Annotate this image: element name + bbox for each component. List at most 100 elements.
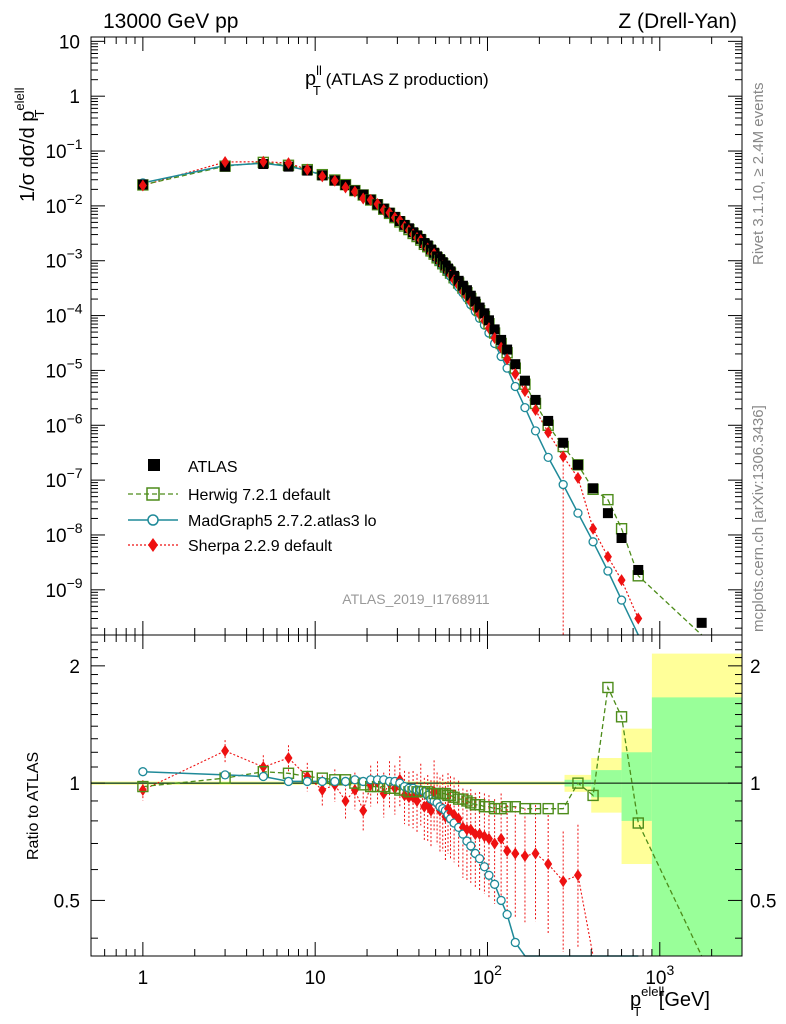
main-y-tick-base: 10 (45, 416, 66, 437)
plot-title-sub: T (313, 83, 321, 98)
xlabel-main: p (630, 989, 641, 1011)
sherpa-point (634, 612, 643, 625)
ratio-madgraph-point (258, 771, 268, 782)
legend: ATLAS Herwig 7.2.1 default MadGraph5 2.7… (128, 459, 377, 555)
main-y-tick-base: 10 (45, 581, 66, 602)
ratio-herwig-point (137, 780, 149, 793)
main-y-tick-label: 10 (59, 32, 80, 53)
sherpa-point (503, 353, 512, 366)
madgraph-point (558, 479, 568, 490)
ratio-sherpa-point (350, 784, 359, 797)
main-y-tick-base: 10 (45, 471, 66, 492)
atlas-point (616, 533, 627, 544)
herwig-point (602, 493, 614, 506)
main-y-tick-label: 10−4 (45, 301, 82, 328)
ratio-herwig-point (461, 795, 473, 807)
main-y-tick-base: 10 (59, 32, 80, 53)
ratio-sherpa-point (426, 804, 435, 817)
ratio-y-tick-label-left: 2 (69, 657, 80, 678)
ratio-sherpa-point (559, 875, 568, 888)
main-y-tick-exp: −7 (67, 465, 83, 481)
atlas-point (479, 308, 490, 319)
sherpa-point (589, 522, 598, 535)
x-tick-base: 10 (645, 968, 666, 989)
x-tick-exp: 2 (494, 962, 502, 978)
ratio-y-tick-label-left: 1 (69, 774, 80, 795)
sherpa-point (573, 471, 582, 484)
ratio-sherpa-point (359, 804, 368, 817)
ratio-sherpa-point (573, 869, 582, 882)
ratio-herwig-point (501, 800, 513, 813)
atlas-point (543, 415, 554, 426)
madgraph-point (603, 566, 613, 576)
main-y-tick-exp: −9 (67, 575, 83, 591)
sherpa-point (531, 403, 540, 416)
ratio-sherpa-point (471, 828, 480, 841)
main-y-tick-base: 10 (45, 307, 66, 328)
ratio-madgraph-line (142, 770, 639, 957)
header-right: Z (Drell-Yan) (618, 10, 737, 33)
ratio-sherpa-point (413, 794, 422, 807)
x-tick-label: 103 (645, 962, 674, 989)
main-y-tick-exp: −6 (67, 410, 83, 426)
atlas-point (470, 296, 481, 307)
atlas-point (696, 617, 707, 628)
legend-madgraph-label: MadGraph5 2.7.2.atlas3 lo (188, 513, 377, 530)
ratio-y-tick-label-right: 0.5 (750, 891, 776, 912)
legend-herwig-marker (146, 487, 160, 501)
ratio-madgraph-point (510, 937, 520, 948)
x-tick-exp: 3 (666, 962, 674, 978)
plot-title-main: p (305, 68, 316, 90)
ratio-sherpa-point (490, 837, 499, 850)
atlas-point (474, 302, 485, 313)
ratio-sherpa-point (221, 744, 230, 757)
ratio-madgraph-point (302, 776, 312, 787)
ratio-plot: 2 21 10.5 0.51 10 102 103 (54, 634, 776, 989)
ratio-herwig-point (557, 802, 569, 815)
ratio-sherpa-point (138, 784, 147, 797)
madgraph-line (142, 162, 639, 636)
legend-sherpa-label: Sherpa 2.2.9 default (188, 538, 333, 555)
atlas-point (483, 315, 494, 326)
plot-title-sup: ll (316, 63, 322, 78)
ratio-sherpa-point (511, 847, 520, 860)
plot-title-rest: (ATLAS Z production) (321, 70, 489, 89)
ratio-madgraph-point (474, 853, 485, 864)
madgraph-point (530, 426, 541, 436)
ratio-herwig-point (542, 802, 554, 815)
ratio-herwig-point (587, 789, 599, 802)
x-tick-base: 10 (473, 968, 494, 989)
atlas-point (510, 359, 521, 370)
mcplots-label: mcplots.cern.ch [arXiv:1306.3436] (750, 405, 767, 632)
main-y-tick-label: 10−8 (45, 520, 82, 547)
ratio-madgraph-point (502, 909, 512, 920)
sherpa-point (617, 574, 626, 587)
main-y-tick-label: 10−1 (45, 136, 82, 163)
sherpa-point (544, 426, 553, 439)
main-y-tick-base: 1 (69, 87, 80, 108)
main-ylabel-sub: T (32, 109, 47, 117)
ratio-sherpa-point (503, 844, 512, 857)
madgraph-point (543, 452, 553, 463)
sherpa-point (559, 450, 568, 463)
main-y-tick-exp: −8 (67, 520, 83, 536)
main-y-tick-label: 10−7 (45, 465, 82, 492)
xlabel-sup: elell (641, 984, 664, 999)
x-tick-base: 10 (305, 968, 326, 989)
ratio-herwig-line (142, 685, 703, 957)
ratio-madgraph-point (220, 770, 230, 780)
madgraph-point (520, 402, 530, 413)
ratio-herwig-point (615, 711, 628, 723)
ratio-madgraph-point (138, 767, 148, 777)
ratio-y-tick-label-left: 0.5 (54, 891, 80, 912)
ratio-sherpa-point (544, 858, 553, 871)
ratio-sherpa-point (484, 832, 493, 845)
header-left: 13000 GeV pp (103, 10, 238, 33)
ratio-madgraph-point (317, 776, 327, 787)
sherpa-point (284, 157, 293, 170)
sherpa-point (303, 163, 312, 176)
xlabel-sub: T (633, 1004, 641, 1019)
ratio-herwig-point (495, 802, 507, 815)
sherpa-point (330, 174, 339, 187)
